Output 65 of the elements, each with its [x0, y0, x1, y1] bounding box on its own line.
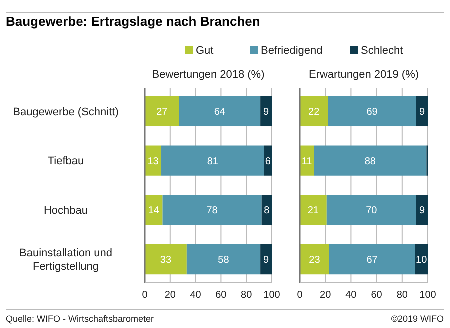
- bar: [145, 96, 180, 127]
- legend-label: Gut: [196, 44, 214, 57]
- y-tick-label: Hochbau: [44, 205, 88, 218]
- y-tick-label: Baugewerbe (Schnitt): [13, 106, 119, 118]
- data-label: 81: [207, 156, 219, 168]
- chart-subtitle: Bewertungen 2018 (%): [152, 69, 265, 81]
- data-label: 9: [419, 206, 426, 217]
- bar: [416, 195, 428, 226]
- source-note: Quelle: WIFO - Wirtschaftsbarometer: [6, 314, 154, 324]
- x-tick-label: 0: [142, 290, 148, 301]
- bar: [186, 244, 261, 275]
- data-label: 70: [366, 206, 378, 217]
- bar: [415, 244, 428, 275]
- bar: [145, 244, 187, 275]
- bar: [314, 146, 427, 176]
- x-tick-label: 40: [190, 290, 202, 301]
- bar: [260, 96, 272, 127]
- data-label: 10: [416, 255, 428, 266]
- bar: [300, 244, 330, 275]
- data-label: 67: [366, 255, 378, 266]
- x-tick-label: 20: [320, 290, 332, 301]
- chart-subtitle: Erwartungen 2019 (%): [308, 69, 420, 81]
- bar: [162, 195, 262, 226]
- data-label: 21: [308, 206, 320, 217]
- bar: [416, 96, 428, 127]
- data-label: 58: [218, 255, 230, 266]
- x-tick-label: 100: [420, 290, 437, 301]
- bar: [328, 96, 416, 127]
- bar: [326, 195, 416, 226]
- bar: [162, 146, 264, 176]
- data-label: 64: [214, 106, 226, 118]
- bar: [300, 195, 327, 226]
- x-tick-label: 40: [346, 290, 358, 301]
- data-label: 33: [160, 255, 172, 266]
- x-tick-label: 100: [264, 290, 281, 301]
- data-label: 13: [148, 156, 160, 168]
- x-tick-label: 80: [396, 290, 408, 301]
- data-label: 27: [156, 106, 168, 118]
- x-tick-label: 60: [216, 290, 228, 301]
- bar: [179, 96, 261, 127]
- data-label: 9: [264, 255, 270, 266]
- legend-label: Schlecht: [361, 44, 404, 57]
- x-tick-label: 20: [164, 290, 176, 301]
- bar: [300, 96, 328, 127]
- data-label: 23: [309, 255, 321, 266]
- data-label: 6: [265, 156, 272, 168]
- bar: [260, 244, 272, 275]
- x-tick-label: 80: [241, 290, 253, 301]
- chart-title: Baugewerbe: Ertragslage nach Branchen: [6, 14, 260, 29]
- data-label: 9: [264, 106, 270, 118]
- data-label: 88: [364, 156, 376, 168]
- bar: [329, 244, 416, 275]
- text: ©2019 WIFO: [391, 314, 444, 324]
- data-label: 8: [264, 206, 270, 217]
- data-label: 69: [366, 106, 378, 118]
- data-label: 11: [302, 156, 313, 168]
- y-tick-label: Bauinstallation und Fertigstellung: [20, 247, 112, 274]
- y-tick-label: Tiefbau: [48, 156, 84, 168]
- x-tick-label: 60: [371, 290, 383, 301]
- data-label: 9: [419, 106, 426, 118]
- data-label: 22: [308, 106, 320, 118]
- data-label: 14: [148, 206, 160, 217]
- data-label: 78: [206, 206, 218, 217]
- legend-label: Befriedigend: [261, 44, 323, 57]
- x-tick-label: 0: [297, 290, 304, 301]
